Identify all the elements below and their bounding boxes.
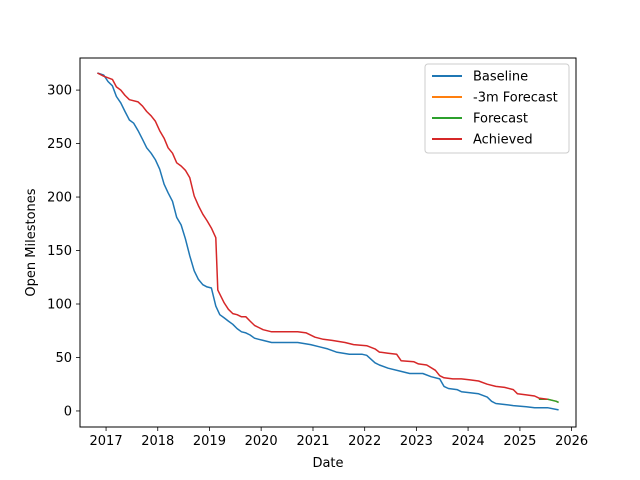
x-tick-label: 2025 <box>503 434 536 449</box>
y-tick-label: 100 <box>47 298 72 313</box>
x-tick-label: 2020 <box>245 434 278 449</box>
legend: Baseline -3m Forecast Forecast Achieved <box>424 63 570 154</box>
x-tick-label: 2024 <box>452 434 485 449</box>
x-tick-label: 2022 <box>348 434 381 449</box>
x-tick-label: 2023 <box>400 434 433 449</box>
x-tick-label: 2026 <box>555 434 588 449</box>
y-tick-label: 300 <box>47 84 72 99</box>
legend-label-achieved: Achieved <box>473 133 533 148</box>
plot-lines <box>97 72 559 411</box>
y-tick-label: 50 <box>55 351 72 366</box>
plot-frame <box>79 57 577 428</box>
y-axis-label: Open Milestones <box>24 188 39 296</box>
legend-label-forecast: Forecast <box>473 112 528 127</box>
series-line-baseline <box>97 72 559 411</box>
y-tick-label: 250 <box>47 137 72 152</box>
x-axis: 2017 2018 2019 2020 2021 2022 2023 2024 2025 2026 <box>90 427 588 449</box>
x-tick-label: 2021 <box>296 434 329 449</box>
x-tick-label: 2019 <box>193 434 226 449</box>
legend-box <box>424 63 570 154</box>
y-axis: 0 50 100 150 200 250 300 <box>47 84 80 419</box>
series-line-achieved <box>97 72 548 400</box>
y-tick-label: 200 <box>47 191 72 206</box>
x-tick-label: 2018 <box>141 434 174 449</box>
legend-label-baseline: Baseline <box>473 70 528 85</box>
x-tick-label: 2017 <box>90 434 123 449</box>
y-tick-label: 0 <box>64 404 72 419</box>
legend-label-3m-forecast: -3m Forecast <box>473 91 558 106</box>
x-axis-label: Date <box>312 456 343 471</box>
y-tick-label: 150 <box>47 244 72 259</box>
